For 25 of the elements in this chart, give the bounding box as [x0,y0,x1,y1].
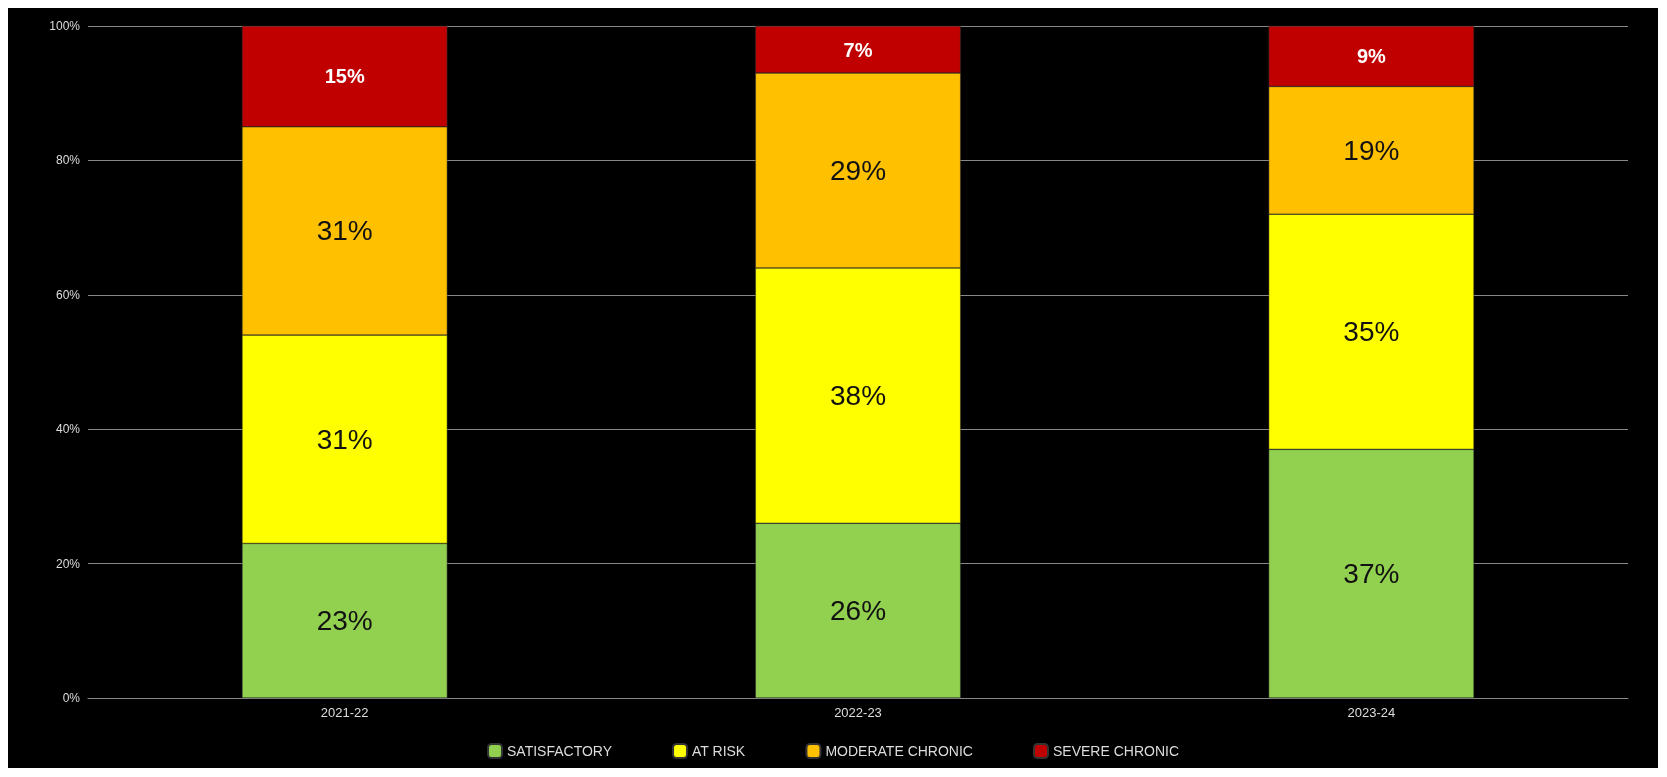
data-label: 26% [829,595,887,627]
y-tick-label: 60% [55,287,81,302]
y-tick-label: 40% [55,422,81,437]
legend-label: SATISFACTORY [507,743,613,759]
legend-label: MODERATE CHRONIC [825,743,973,759]
y-tick-label: 20% [55,556,81,571]
y-tick-label: 0% [62,691,81,705]
data-label: 15% [324,65,365,88]
data-label: 31% [316,423,373,455]
x-tick-label: 2021-22 [320,705,369,720]
legend-label: SEVERE CHRONIC [1052,743,1179,759]
x-tick-label: 2022-23 [834,705,882,720]
x-tick-label: 2023-24 [1347,705,1396,720]
data-label: 9% [1356,45,1386,68]
data-label: 23% [316,605,373,637]
data-label: 29% [829,154,887,186]
data-label: 35% [1343,316,1400,348]
data-label: 7% [843,38,873,61]
y-tick-label: 80% [55,153,81,168]
data-label: 19% [1343,134,1400,166]
y-tick-label: 100% [49,19,81,33]
data-label: 37% [1343,558,1400,590]
data-label: 38% [829,380,887,412]
legend-label: AT RISK [692,743,746,759]
data-label: 31% [316,215,373,247]
